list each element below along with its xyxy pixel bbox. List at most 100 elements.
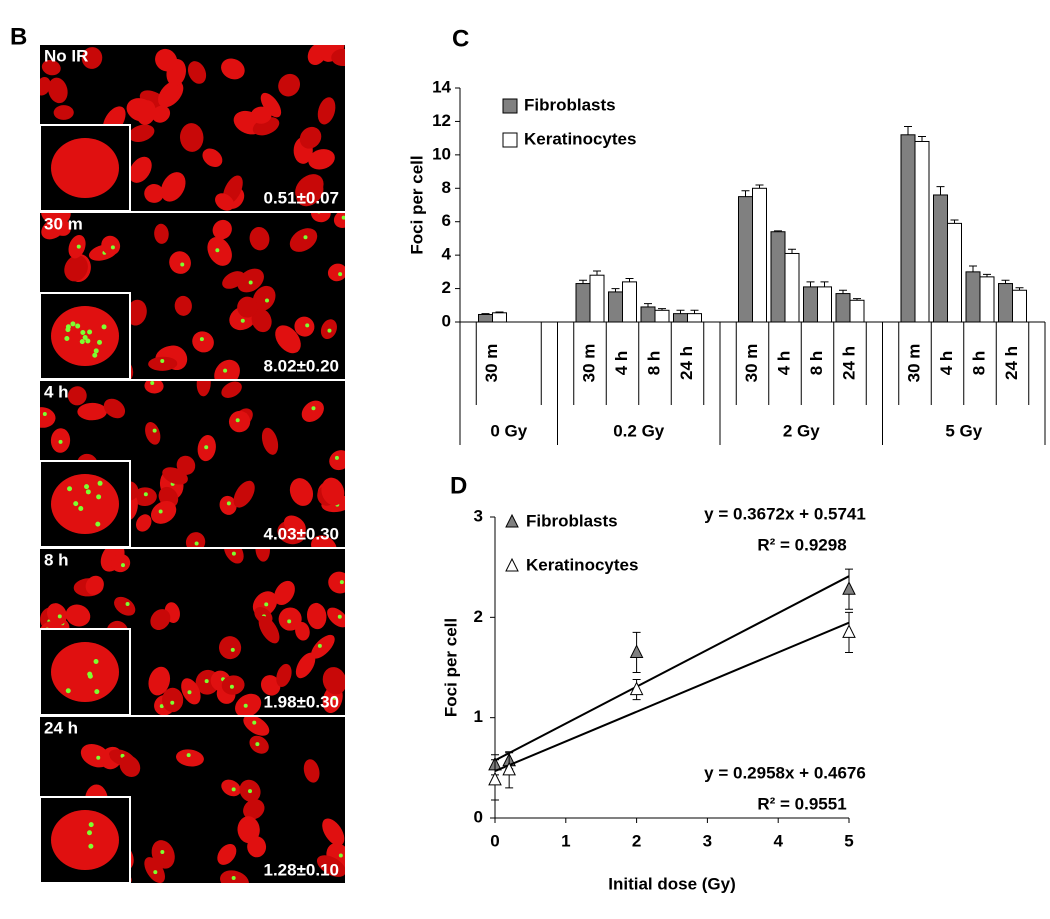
nucleus: [275, 325, 301, 354]
nucleus: [155, 48, 178, 72]
nucleus: [144, 381, 164, 394]
nucleus: [221, 58, 245, 80]
nucleus: [144, 184, 164, 203]
y-tick-label: 12: [432, 111, 451, 130]
nucleus: [316, 855, 345, 877]
bar: [654, 309, 670, 323]
nucleus: [243, 717, 270, 736]
inset-nucleus: [51, 474, 119, 534]
time-label: 24 h: [44, 718, 78, 737]
nucleus: [260, 92, 282, 118]
nucleus: [144, 857, 165, 883]
bar: [849, 299, 865, 323]
inset-nucleus: [51, 138, 119, 198]
nucleus: [220, 870, 249, 883]
nucleus: [255, 549, 270, 562]
focus: [215, 248, 220, 253]
x-tick-label: 24 h: [1002, 346, 1021, 380]
nucleus: [187, 61, 207, 84]
focus: [231, 551, 236, 556]
y-tick-label: 0: [442, 311, 451, 330]
x-tick-label: 8 h: [807, 351, 826, 376]
nucleus: [80, 744, 111, 768]
inset-focus: [70, 321, 76, 327]
nucleus: [110, 553, 131, 573]
time-label: 4 h: [44, 382, 69, 401]
focus: [230, 647, 235, 652]
nucleus: [331, 48, 345, 67]
nucleus: [103, 398, 126, 419]
nucleus: [64, 255, 88, 282]
focus: [317, 643, 322, 648]
focus: [231, 787, 236, 792]
nucleus: [154, 223, 169, 244]
inset-focus: [96, 494, 102, 500]
focus: [160, 849, 165, 854]
x-tick-label: 4 h: [612, 351, 631, 376]
nucleus: [329, 450, 345, 471]
inset-focus: [86, 830, 92, 836]
nucleus: [237, 816, 260, 844]
nucleus: [148, 666, 171, 696]
error-bar: [936, 186, 945, 195]
nucleus: [145, 422, 161, 445]
focus: [120, 563, 125, 568]
inset-focus: [73, 501, 79, 507]
nucleus: [214, 359, 240, 379]
nucleus: [301, 400, 324, 422]
error-bar: [481, 313, 490, 315]
nucleus: [276, 663, 292, 688]
focus: [332, 695, 337, 700]
error-bar: [969, 265, 977, 272]
x-tick-label: 5: [844, 831, 853, 850]
nucleus: [218, 636, 242, 660]
inset-focus: [64, 336, 70, 342]
inset-focus: [84, 484, 90, 490]
focus: [150, 381, 155, 385]
nucleus: [328, 571, 345, 594]
nucleus: [174, 295, 192, 316]
bar: [738, 196, 753, 323]
legend-swatch: [502, 98, 518, 114]
nucleus: [327, 607, 345, 628]
y-tick-label: 0: [474, 807, 483, 826]
legend-label: Keratinocytes: [526, 555, 638, 574]
focus: [248, 789, 253, 794]
nucleus: [148, 356, 178, 371]
x-tick-label: 30 m: [482, 344, 501, 383]
bar: [947, 222, 962, 323]
legend-label: Fibroblasts: [526, 511, 618, 530]
y-tick-label: 1: [474, 707, 483, 726]
y-tick-label: 8: [442, 178, 451, 197]
nucleus: [196, 381, 211, 397]
nucleus: [322, 818, 345, 846]
trend-equation: y = 0.2958x + 0.4676: [704, 763, 866, 782]
nucleus: [215, 193, 235, 211]
nucleus: [132, 487, 157, 507]
inset-focus: [80, 329, 86, 335]
legend-swatch: [502, 132, 518, 148]
focus: [264, 298, 269, 303]
focus: [317, 213, 321, 214]
x-tick-label: 0: [490, 831, 499, 850]
bar: [478, 313, 493, 323]
x-tick-label: 30 m: [742, 344, 761, 383]
y-axis-label: Foci per cell: [441, 618, 460, 717]
trend-r2: R² = 0.9298: [757, 535, 846, 554]
focus: [243, 703, 248, 708]
x-tick-label: 4 h: [774, 351, 793, 376]
focus: [187, 690, 192, 695]
legend-marker: [505, 557, 519, 572]
point: [502, 761, 516, 776]
focus: [160, 358, 165, 363]
focus: [255, 742, 260, 747]
inset-focus: [87, 329, 93, 335]
error-bar: [593, 270, 601, 276]
point: [842, 581, 856, 595]
foci-label: 1.28±0.10: [263, 860, 339, 879]
time-label: No IR: [44, 46, 88, 65]
nucleus: [249, 226, 270, 251]
bar: [965, 271, 981, 323]
nucleus: [67, 386, 87, 406]
